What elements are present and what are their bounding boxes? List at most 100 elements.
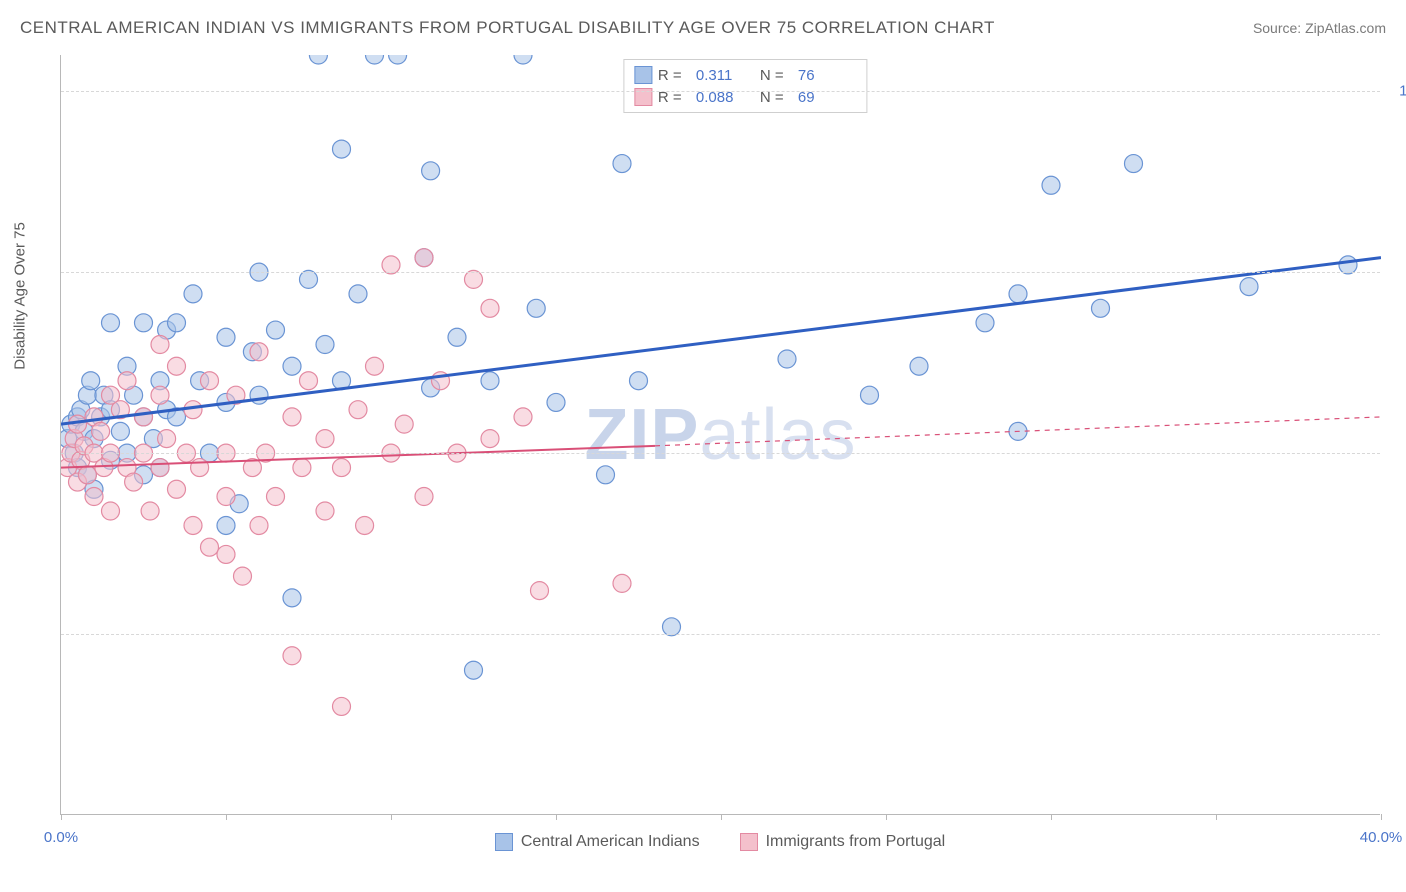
data-point <box>309 55 327 64</box>
data-point <box>69 459 87 477</box>
x-tick <box>721 814 722 820</box>
legend-swatch <box>740 833 758 851</box>
data-point <box>356 516 374 534</box>
data-point <box>613 574 631 592</box>
data-point <box>283 357 301 375</box>
data-point <box>283 408 301 426</box>
data-point <box>168 357 186 375</box>
data-point <box>78 386 96 404</box>
data-point <box>300 372 318 390</box>
data-point <box>78 466 96 484</box>
data-point <box>227 386 245 404</box>
trend-line <box>61 446 655 468</box>
data-point <box>69 408 87 426</box>
data-point <box>184 401 202 419</box>
data-point <box>283 647 301 665</box>
data-point <box>366 357 384 375</box>
data-point <box>333 140 351 158</box>
data-point <box>243 343 261 361</box>
data-point <box>125 386 143 404</box>
legend-correlation: R =0.311N =76R =0.088N =69 <box>623 59 867 113</box>
data-point <box>527 299 545 317</box>
data-point <box>316 502 334 520</box>
data-point <box>201 372 219 390</box>
x-tick <box>886 814 887 820</box>
data-point <box>415 249 433 267</box>
legend-item: Immigrants from Portugal <box>740 833 946 851</box>
data-point <box>118 357 136 375</box>
data-point <box>630 372 648 390</box>
x-tick <box>391 814 392 820</box>
data-point <box>69 415 87 433</box>
data-point <box>316 430 334 448</box>
data-point <box>61 459 77 477</box>
gridline <box>61 453 1380 454</box>
data-point <box>111 422 129 440</box>
data-point <box>85 430 103 448</box>
data-point <box>135 466 153 484</box>
legend-label: Central American Indians <box>521 833 700 851</box>
legend-row: R =0.088N =69 <box>634 86 856 108</box>
data-point <box>1240 278 1258 296</box>
data-point <box>316 336 334 354</box>
source-label: Source: ZipAtlas.com <box>1253 20 1386 36</box>
data-point <box>141 502 159 520</box>
data-point <box>234 567 252 585</box>
data-point <box>85 488 103 506</box>
data-point <box>191 372 209 390</box>
data-point <box>283 589 301 607</box>
data-point <box>910 357 928 375</box>
data-point <box>481 372 499 390</box>
x-tick <box>226 814 227 820</box>
data-point <box>349 285 367 303</box>
data-point <box>267 321 285 339</box>
data-point <box>422 162 440 180</box>
data-point <box>151 372 169 390</box>
gridline <box>61 634 1380 635</box>
data-point <box>118 459 136 477</box>
data-point <box>69 473 87 491</box>
data-point <box>78 466 96 484</box>
data-point <box>613 155 631 173</box>
data-point <box>85 480 103 498</box>
legend-r-value: 0.311 <box>696 67 754 84</box>
gridline <box>61 272 1380 273</box>
data-point <box>217 393 235 411</box>
data-point <box>118 372 136 390</box>
data-point <box>102 502 120 520</box>
data-point <box>151 459 169 477</box>
data-point <box>191 459 209 477</box>
data-point <box>481 299 499 317</box>
trend-line-dashed <box>655 417 1381 446</box>
data-point <box>158 430 176 448</box>
data-point <box>1125 155 1143 173</box>
data-point <box>217 488 235 506</box>
data-point <box>415 249 433 267</box>
data-point <box>168 314 186 332</box>
y-tick-label: 25.0% <box>1390 626 1406 643</box>
data-point <box>135 408 153 426</box>
data-point <box>333 697 351 715</box>
x-tick <box>61 814 62 820</box>
legend-n-label: N = <box>760 67 792 84</box>
plot-region: ZIPatlas R =0.311N =76R =0.088N =69 25.0… <box>60 55 1380 815</box>
data-point <box>75 422 93 440</box>
data-point <box>201 538 219 556</box>
data-point <box>547 393 565 411</box>
x-tick <box>1051 814 1052 820</box>
data-point <box>243 459 261 477</box>
data-point <box>267 488 285 506</box>
watermark: ZIPatlas <box>584 394 856 476</box>
data-point <box>250 516 268 534</box>
data-point <box>111 401 129 419</box>
data-point <box>217 328 235 346</box>
data-point <box>389 55 407 64</box>
chart-title: CENTRAL AMERICAN INDIAN VS IMMIGRANTS FR… <box>20 18 995 38</box>
data-point <box>1009 422 1027 440</box>
legend-r-label: R = <box>658 67 690 84</box>
data-point <box>349 401 367 419</box>
data-point <box>102 314 120 332</box>
data-point <box>61 430 77 448</box>
data-point <box>85 408 103 426</box>
y-tick-label: 75.0% <box>1390 264 1406 281</box>
